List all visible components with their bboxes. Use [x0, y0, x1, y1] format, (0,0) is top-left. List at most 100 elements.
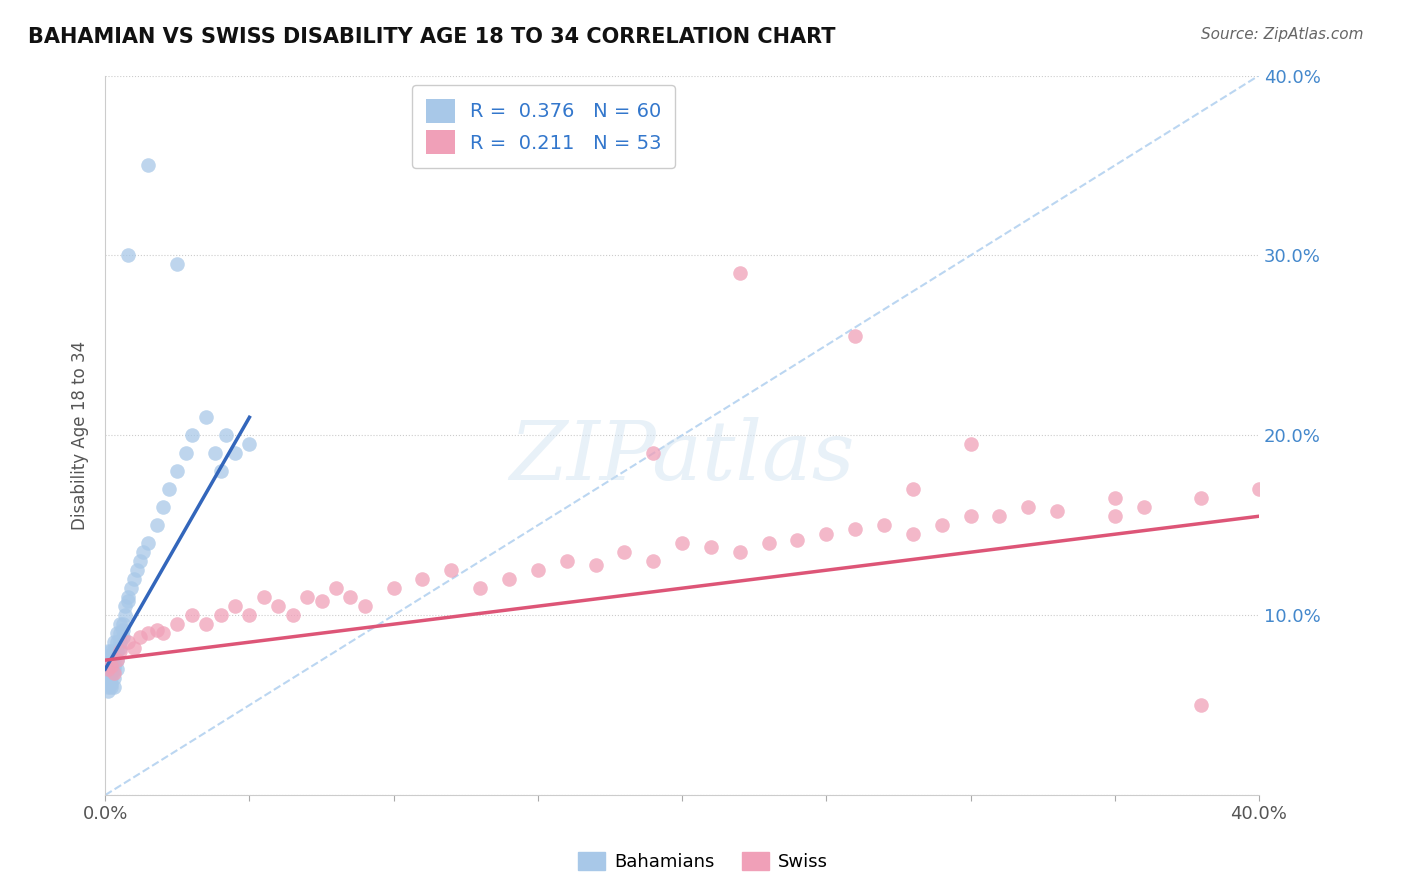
- Point: [901, 482, 924, 496]
- Point: [114, 599, 136, 614]
- Point: [103, 635, 125, 649]
- Legend: R =  0.376   N = 60, R =  0.211   N = 53: R = 0.376 N = 60, R = 0.211 N = 53: [412, 86, 675, 168]
- Point: [103, 658, 125, 673]
- Point: [100, 676, 122, 690]
- Point: [166, 464, 188, 478]
- Point: [815, 527, 838, 541]
- Point: [146, 623, 169, 637]
- Point: [1104, 491, 1126, 506]
- Point: [105, 653, 128, 667]
- Point: [97, 683, 120, 698]
- Point: [1017, 500, 1039, 515]
- Point: [585, 558, 607, 572]
- Point: [238, 608, 260, 623]
- Point: [125, 563, 148, 577]
- Point: [105, 644, 128, 658]
- Point: [613, 545, 636, 559]
- Point: [671, 536, 693, 550]
- Point: [267, 599, 290, 614]
- Point: [128, 630, 150, 644]
- Point: [117, 590, 139, 604]
- Point: [117, 635, 139, 649]
- Point: [108, 635, 131, 649]
- Point: [103, 644, 125, 658]
- Point: [180, 608, 202, 623]
- Point: [97, 680, 120, 694]
- Point: [97, 662, 120, 676]
- Point: [100, 653, 122, 667]
- Point: [844, 522, 866, 536]
- Point: [117, 248, 139, 262]
- Point: [204, 446, 226, 460]
- Point: [97, 658, 120, 673]
- Point: [174, 446, 197, 460]
- Point: [180, 428, 202, 442]
- Point: [146, 518, 169, 533]
- Point: [105, 662, 128, 676]
- Point: [108, 644, 131, 658]
- Point: [108, 640, 131, 655]
- Point: [988, 509, 1011, 524]
- Point: [105, 626, 128, 640]
- Point: [470, 581, 492, 595]
- Point: [440, 563, 463, 577]
- Point: [108, 617, 131, 632]
- Point: [103, 680, 125, 694]
- Point: [157, 482, 180, 496]
- Point: [1104, 509, 1126, 524]
- Point: [97, 665, 120, 680]
- Point: [786, 533, 808, 547]
- Point: [152, 500, 174, 515]
- Point: [901, 527, 924, 541]
- Point: [959, 437, 981, 451]
- Point: [103, 653, 125, 667]
- Point: [353, 599, 375, 614]
- Point: [224, 599, 246, 614]
- Point: [117, 594, 139, 608]
- Point: [339, 590, 361, 604]
- Point: [100, 680, 122, 694]
- Point: [325, 581, 347, 595]
- Point: [108, 626, 131, 640]
- Point: [215, 428, 238, 442]
- Point: [1189, 698, 1212, 712]
- Point: [195, 617, 218, 632]
- Point: [959, 509, 981, 524]
- Point: [122, 640, 145, 655]
- Point: [97, 644, 120, 658]
- Point: [195, 410, 218, 425]
- Point: [132, 545, 155, 559]
- Point: [97, 671, 120, 685]
- Text: Source: ZipAtlas.com: Source: ZipAtlas.com: [1201, 27, 1364, 42]
- Text: ZIPatlas: ZIPatlas: [509, 417, 855, 497]
- Point: [122, 572, 145, 586]
- Point: [100, 662, 122, 676]
- Point: [111, 630, 134, 644]
- Point: [105, 635, 128, 649]
- Point: [100, 665, 122, 680]
- Point: [166, 257, 188, 271]
- Point: [103, 671, 125, 685]
- Text: BAHAMIAN VS SWISS DISABILITY AGE 18 TO 34 CORRELATION CHART: BAHAMIAN VS SWISS DISABILITY AGE 18 TO 3…: [28, 27, 835, 46]
- Legend: Bahamians, Swiss: Bahamians, Swiss: [571, 845, 835, 879]
- Point: [498, 572, 520, 586]
- Point: [120, 581, 142, 595]
- Point: [1132, 500, 1154, 515]
- Point: [97, 662, 120, 676]
- Point: [758, 536, 780, 550]
- Point: [411, 572, 433, 586]
- Point: [100, 671, 122, 685]
- Point: [166, 617, 188, 632]
- Point: [152, 626, 174, 640]
- Point: [138, 158, 160, 172]
- Point: [643, 446, 665, 460]
- Point: [555, 554, 578, 568]
- Point: [728, 545, 751, 559]
- Point: [100, 658, 122, 673]
- Point: [100, 644, 122, 658]
- Point: [103, 662, 125, 676]
- Point: [103, 665, 125, 680]
- Point: [1046, 504, 1069, 518]
- Point: [224, 446, 246, 460]
- Point: [700, 540, 723, 554]
